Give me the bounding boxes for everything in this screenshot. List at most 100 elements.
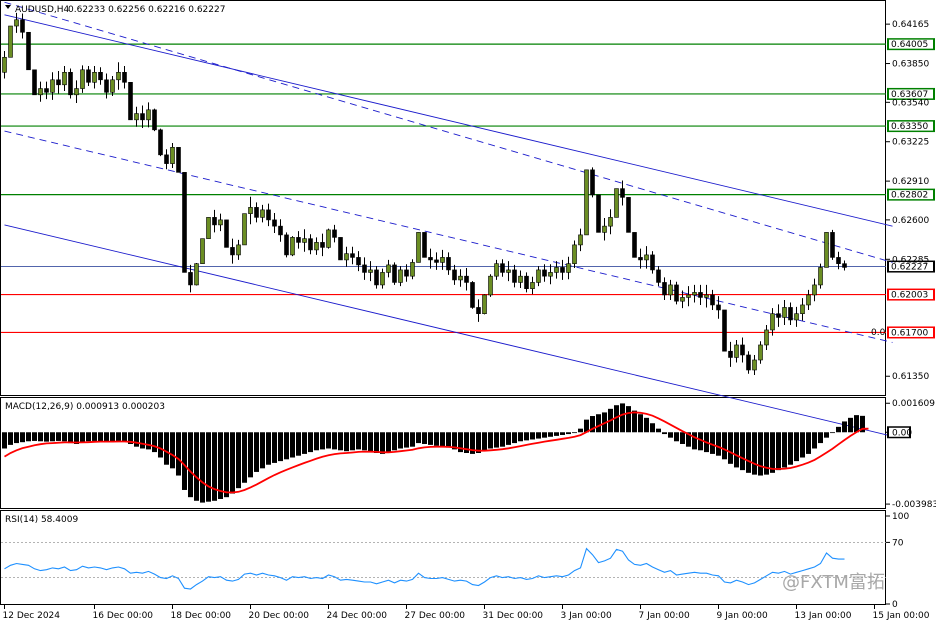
- bear-candle-body: [428, 257, 433, 261]
- bear-candle-body: [596, 194, 601, 233]
- bear-candle-body: [746, 354, 751, 371]
- bull-candle-body: [170, 147, 175, 164]
- macd-histogram-bar: [434, 432, 439, 446]
- bull-candle-body: [116, 71, 121, 81]
- bear-candle-body: [434, 259, 439, 263]
- level-tag-inner: [889, 89, 933, 99]
- bull-candle-body: [554, 267, 559, 273]
- level-tag-label: 0.62802: [891, 191, 928, 201]
- bear-candle-body: [32, 69, 37, 96]
- bull-candle-body: [344, 253, 349, 261]
- macd-signal-line: [4, 411, 869, 494]
- bull-candle-body: [302, 238, 307, 243]
- bull-candle-body: [614, 188, 619, 218]
- bear-candle-body: [476, 307, 481, 314]
- macd-histogram-bar: [410, 432, 415, 447]
- current-price-label: 0.62227: [891, 263, 928, 273]
- macd-histogram-bar: [542, 432, 547, 438]
- bear-candle-body: [500, 263, 505, 273]
- bull-candle-body: [680, 297, 685, 302]
- macd-histogram-bar: [146, 432, 151, 450]
- macd-histogram-bar: [686, 432, 691, 447]
- bull-candle-body: [62, 71, 67, 86]
- time-tick-label: 31 Dec 00:00: [483, 611, 544, 621]
- macd-histogram-bar: [248, 432, 253, 478]
- bull-candle-body: [812, 284, 817, 296]
- macd-histogram-bar: [458, 432, 463, 453]
- price-tick-label: 0.63850: [892, 60, 929, 70]
- price-tick-label: 0.62910: [892, 177, 929, 187]
- bull-candle-body: [248, 207, 253, 214]
- bear-candle-body: [698, 292, 703, 298]
- level-tag-inner: [889, 190, 933, 200]
- bull-candle-body: [50, 79, 55, 93]
- level-tag-label: 0.64005: [891, 40, 928, 50]
- macd-histogram-bar: [50, 432, 55, 442]
- macd-histogram-bar: [626, 406, 631, 433]
- macd-histogram-bar: [140, 432, 145, 449]
- macd-histogram-bar: [38, 432, 43, 442]
- macd-histogram-bar: [566, 432, 571, 435]
- macd-histogram-bar: [104, 432, 109, 442]
- bull-candle-body: [692, 292, 697, 296]
- macd-histogram-bar: [26, 432, 31, 442]
- bear-candle-body: [632, 232, 637, 258]
- bull-candle-body: [440, 257, 445, 263]
- bear-candle-body: [320, 242, 325, 248]
- macd-histogram-bar: [782, 432, 787, 468]
- macd-histogram-bar: [308, 432, 313, 453]
- bull-candle-body: [218, 219, 223, 226]
- macd-histogram-bar: [158, 432, 163, 458]
- macd-histogram-bar: [278, 432, 283, 462]
- bear-candle-body: [140, 113, 145, 121]
- bear-candle-body: [56, 79, 61, 86]
- level-tag-label: 0.63350: [891, 122, 928, 132]
- current-price-tag-inner: [889, 262, 933, 272]
- bear-candle-body: [446, 257, 451, 271]
- macd-histogram-bar: [656, 428, 661, 433]
- price-tick-label: 0.62285: [892, 255, 929, 265]
- bear-candle-body: [452, 269, 457, 281]
- time-tick-label: 24 Dec 00:00: [327, 611, 388, 621]
- macd-histogram-bar: [266, 432, 271, 465]
- macd-histogram-bar: [806, 432, 811, 454]
- time-tick-label: 12 Dec 2024: [3, 611, 61, 621]
- macd-histogram-bar: [56, 432, 61, 441]
- bull-candle-body: [80, 69, 85, 89]
- bull-candle-body: [782, 307, 787, 318]
- bear-candle-body: [560, 267, 565, 273]
- macd-histogram-bar: [554, 432, 559, 436]
- macd-histogram-bar: [860, 415, 865, 433]
- bull-candle-body: [518, 275, 523, 283]
- time-tick-label: 27 Dec 00:00: [405, 611, 466, 621]
- bear-candle-body: [44, 88, 49, 93]
- rsi-tick-label: 0: [892, 600, 898, 610]
- bull-candle-body: [242, 213, 247, 246]
- macd-histogram-bar: [548, 432, 553, 437]
- bull-candle-body: [380, 272, 385, 286]
- bear-candle-body: [20, 19, 25, 33]
- bear-candle-body: [464, 275, 469, 283]
- level-tag-label: 0.62003: [891, 291, 928, 301]
- bear-candle-body: [422, 232, 427, 258]
- macd-value-tag-inner: [889, 427, 909, 437]
- bear-candle-body: [296, 237, 301, 243]
- macd-histogram-bar: [836, 426, 841, 433]
- macd-histogram-bar: [110, 432, 115, 442]
- macd-histogram-bar: [368, 432, 373, 453]
- macd-histogram-bar: [380, 432, 385, 454]
- bear-candle-body: [308, 238, 313, 251]
- bull-candle-body: [236, 244, 241, 256]
- macd-tick-label: 0.001609: [892, 399, 935, 409]
- macd-histogram-bar: [698, 432, 703, 451]
- bear-candle-body: [26, 31, 31, 71]
- time-tick-label: 3 Jan 00:00: [561, 611, 613, 621]
- channel-solid-line: [4, 14, 893, 227]
- macd-histogram-bar: [332, 432, 337, 450]
- bull-candle-body: [806, 294, 811, 306]
- symbol-dropdown-icon[interactable]: [5, 5, 11, 9]
- bull-candle-body: [92, 71, 97, 83]
- macd-histogram-bar: [464, 432, 469, 453]
- bear-candle-body: [176, 147, 181, 173]
